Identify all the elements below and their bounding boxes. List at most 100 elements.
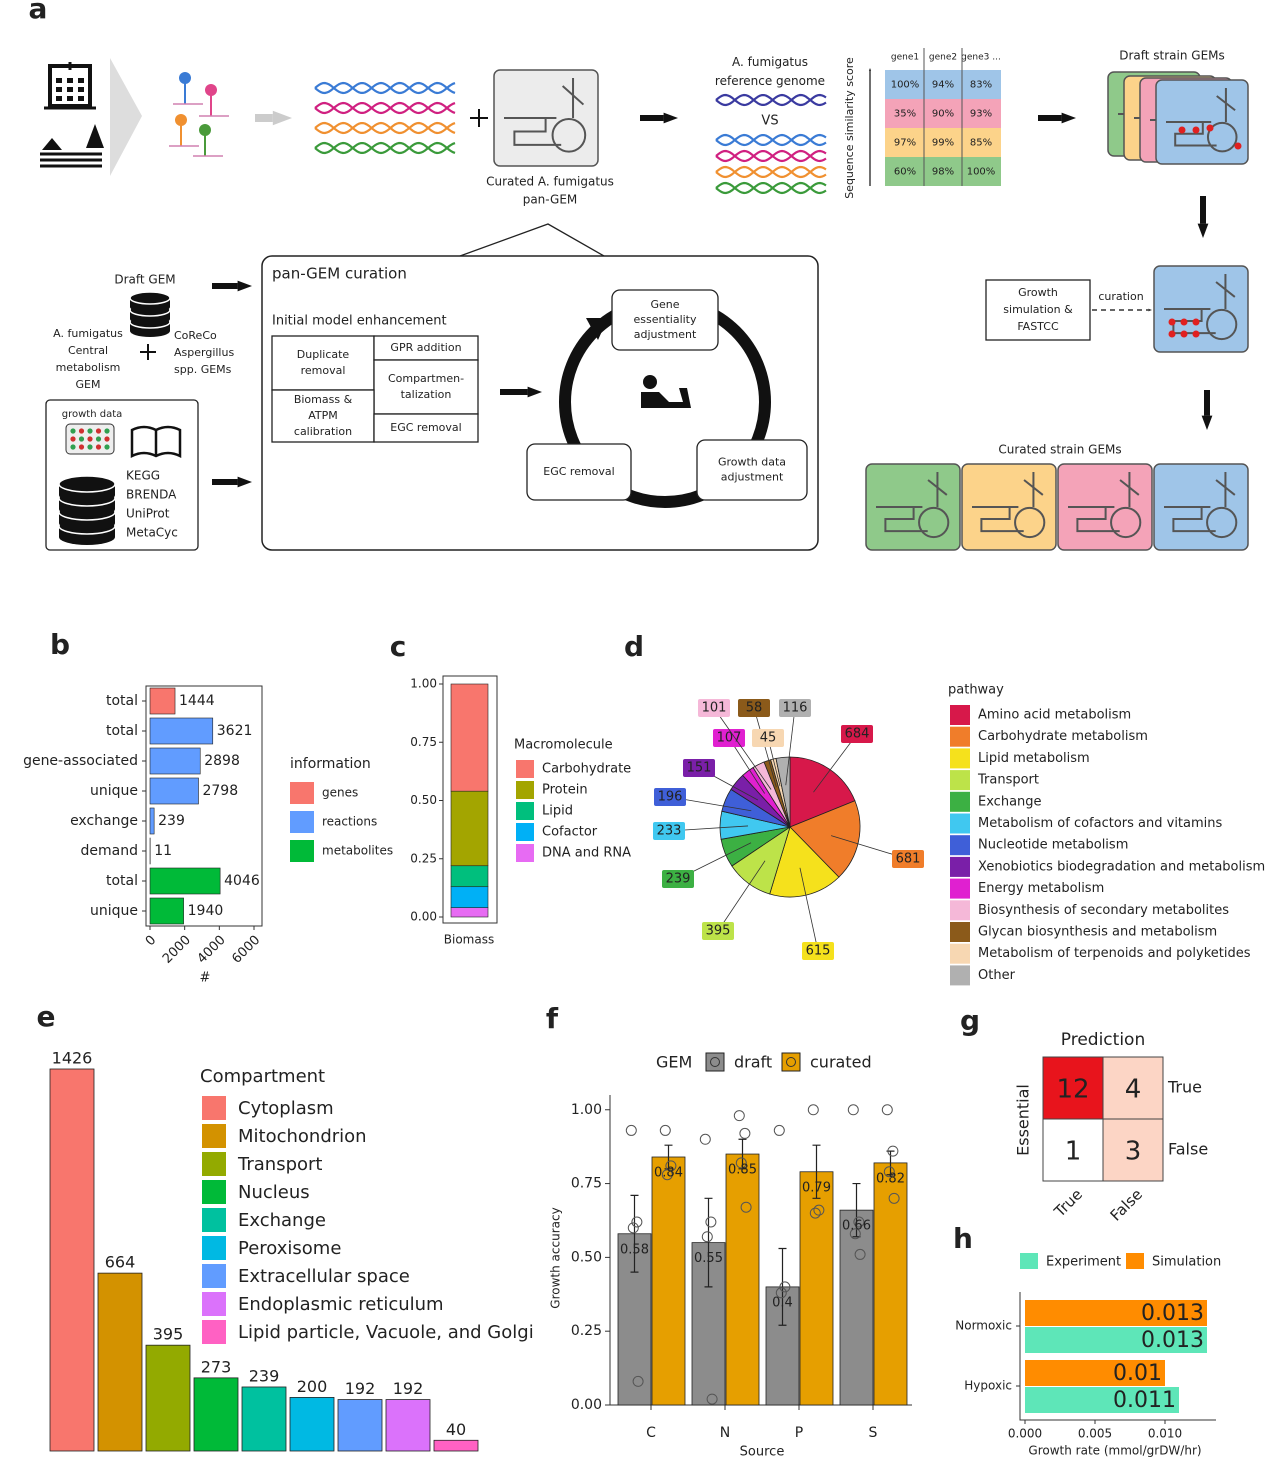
legend-swatch xyxy=(516,760,534,778)
hospital-window xyxy=(78,87,84,92)
pie-slice xyxy=(775,756,791,828)
hospital-window xyxy=(67,96,73,101)
bar-segment xyxy=(450,865,489,888)
bar-segment xyxy=(450,683,489,792)
gap-mark xyxy=(1168,330,1176,338)
data-point xyxy=(739,1127,751,1139)
legend-swatch xyxy=(1126,1253,1144,1269)
heat-cell xyxy=(1102,1056,1164,1120)
data-label: 395 xyxy=(706,924,731,939)
data-label: 107 xyxy=(717,731,742,746)
gap-mark xyxy=(1168,318,1176,326)
legend-label: metabolites xyxy=(322,844,393,858)
plus-sign xyxy=(470,109,488,127)
legend-swatch xyxy=(202,1264,226,1288)
gap-mark xyxy=(1206,124,1214,132)
pie-slice xyxy=(789,756,856,828)
data-point xyxy=(661,1169,673,1181)
step-box xyxy=(611,289,719,351)
network-ring xyxy=(1206,308,1238,341)
legend-title: Macromolecule xyxy=(514,738,613,753)
bar xyxy=(1025,1360,1165,1386)
database-name: BRENDA xyxy=(126,488,177,502)
label-box xyxy=(752,729,784,747)
dna-strand xyxy=(314,121,456,135)
data-label: 1940 xyxy=(188,903,224,919)
network-ring xyxy=(1206,506,1238,539)
strain-node xyxy=(199,124,211,136)
data-label: 0.01 xyxy=(1113,1361,1162,1386)
y-tick-label: unique xyxy=(90,903,138,919)
central-gem-label: metabolism xyxy=(56,361,121,374)
plate-well xyxy=(95,428,102,434)
step-box xyxy=(985,279,1091,341)
bar xyxy=(193,1377,239,1452)
y-tick-label: unique xyxy=(90,783,138,799)
gap-mark xyxy=(1192,330,1200,338)
table-cell: 85% xyxy=(970,138,992,149)
data-point xyxy=(853,1216,865,1228)
reference-genome-label: A. fumigatus xyxy=(732,55,808,69)
plate-well xyxy=(70,436,76,442)
hospital-window xyxy=(67,87,73,92)
y-tick-label: 1.00 xyxy=(410,677,437,691)
bar xyxy=(873,1162,908,1406)
panel-letter: f xyxy=(546,1002,559,1035)
bar xyxy=(337,1399,383,1452)
table-header: gene1 xyxy=(891,53,919,63)
book-icon xyxy=(130,425,182,459)
legend-title: Compartment xyxy=(200,1066,325,1087)
data-point xyxy=(809,1207,821,1219)
database-name: MetaCyc xyxy=(126,526,178,540)
data-label: 1426 xyxy=(52,1049,93,1068)
table-row xyxy=(885,99,1001,128)
plate-well xyxy=(87,444,93,450)
table-cell: 83% xyxy=(970,80,992,91)
label-box xyxy=(654,788,686,806)
legend-swatch xyxy=(202,1180,226,1204)
step-text: Duplicate xyxy=(297,348,350,361)
leader-line xyxy=(785,707,796,786)
x-tick-label: 2000 xyxy=(160,933,194,967)
arrow-head xyxy=(1148,308,1152,312)
legend-swatch xyxy=(950,922,970,942)
curated-strain-title: Curated strain GEMs xyxy=(998,443,1121,457)
panel-letter: h xyxy=(953,1222,973,1255)
data-label: 239 xyxy=(249,1366,280,1385)
legend-swatch xyxy=(950,770,970,791)
dna-strand xyxy=(314,121,456,135)
simulation-box-text: FASTCC xyxy=(1017,320,1059,333)
legend-label: DNA and RNA xyxy=(542,846,631,861)
plate-well xyxy=(78,428,85,434)
legend-label: Transport xyxy=(237,1154,322,1175)
bar xyxy=(145,1344,191,1452)
network-path xyxy=(1164,274,1236,335)
plate-well xyxy=(78,436,85,442)
table-cell: 99% xyxy=(932,138,954,149)
gap-mark xyxy=(1180,330,1188,338)
plate-well xyxy=(87,428,93,434)
legend-point xyxy=(786,1057,796,1067)
legend-label: Extracellular space xyxy=(238,1266,410,1287)
legend-label: Cytoplasm xyxy=(238,1098,334,1119)
legend-swatch xyxy=(202,1208,226,1232)
y-tick-label: demand xyxy=(81,843,138,859)
arrow-head xyxy=(1201,415,1213,430)
y-tick-label: 0.75 xyxy=(410,735,437,749)
table-cell: 94% xyxy=(932,80,954,91)
error-bar xyxy=(630,1194,639,1273)
legend-swatch xyxy=(202,1124,226,1148)
data-label: 684 xyxy=(845,727,870,742)
bar xyxy=(149,687,176,715)
network-ring xyxy=(1014,506,1046,539)
data-label: 1444 xyxy=(179,693,215,709)
leader-line xyxy=(753,707,777,788)
data-label: 196 xyxy=(658,790,683,805)
cell-label: 3 xyxy=(1125,1137,1142,1167)
legend-label: Simulation xyxy=(1152,1255,1221,1270)
chart-title: Prediction xyxy=(1061,1030,1145,1050)
legend-swatch xyxy=(781,1052,801,1072)
data-label: 0.013 xyxy=(1141,1301,1204,1326)
step-text: removal xyxy=(301,364,346,377)
network-ring xyxy=(551,117,587,153)
